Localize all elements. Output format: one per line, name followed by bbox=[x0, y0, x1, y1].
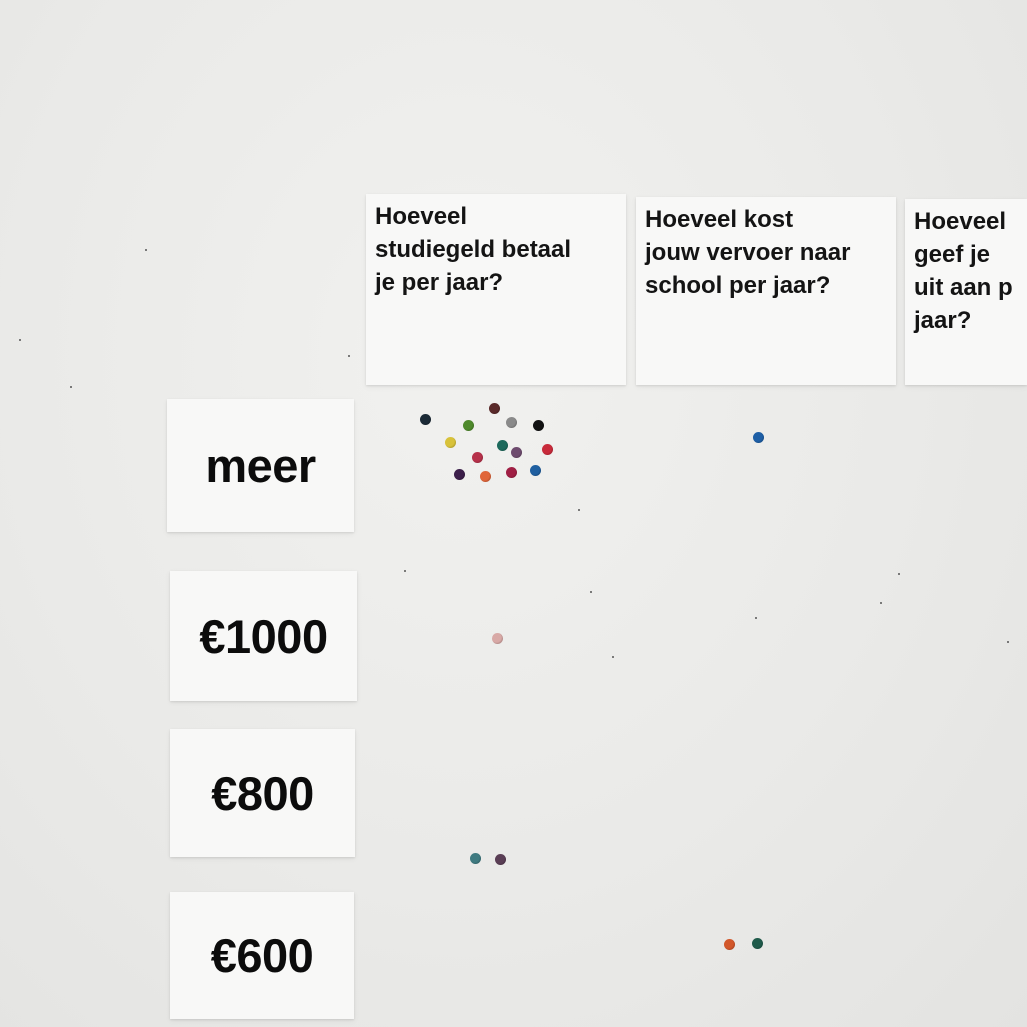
wall-speck bbox=[1007, 641, 1009, 643]
wall-speck bbox=[755, 617, 757, 619]
vote-dot bbox=[419, 413, 431, 425]
wall-speck bbox=[348, 355, 350, 357]
question-text: Hoeveel geef je uit aan p jaar? bbox=[914, 208, 1013, 334]
question-text: Hoeveel studiegeld betaal je per jaar? bbox=[375, 203, 572, 296]
question-card-transport: Hoeveel kost jouw vervoer naar school pe… bbox=[636, 197, 896, 385]
row-card-600: €600 bbox=[170, 892, 354, 1019]
vote-dot bbox=[462, 419, 474, 431]
question-text: Hoeveel kost jouw vervoer naar school pe… bbox=[645, 206, 851, 299]
wall-speck bbox=[70, 386, 72, 388]
row-label: meer bbox=[205, 439, 316, 492]
row-card-meer: meer bbox=[167, 399, 354, 532]
vote-dot bbox=[444, 436, 456, 448]
wall-speck bbox=[880, 602, 882, 604]
vote-dot bbox=[491, 632, 503, 644]
wall-speck bbox=[578, 509, 580, 511]
question-card-partial: Hoeveel geef je uit aan p jaar? bbox=[905, 199, 1027, 385]
vote-dot bbox=[505, 416, 517, 428]
vote-dot bbox=[751, 937, 763, 949]
vote-dot bbox=[469, 852, 481, 864]
row-label: €600 bbox=[210, 929, 314, 982]
vote-dot bbox=[453, 468, 465, 480]
wall-speck bbox=[19, 339, 21, 341]
vote-dot bbox=[488, 402, 500, 414]
vote-dot bbox=[496, 439, 508, 451]
wall-speck bbox=[612, 656, 614, 658]
vote-dot bbox=[479, 470, 491, 482]
row-label: €800 bbox=[211, 766, 314, 820]
wall-speck bbox=[404, 570, 406, 572]
vote-dot bbox=[471, 451, 483, 463]
vote-dot bbox=[723, 938, 735, 950]
vote-dot bbox=[752, 431, 764, 443]
vote-dot bbox=[532, 419, 544, 431]
vote-dot bbox=[494, 853, 506, 865]
row-card-1000: €1000 bbox=[170, 571, 357, 701]
row-label: €1000 bbox=[199, 609, 328, 663]
vote-dot bbox=[529, 464, 541, 476]
wall-speck bbox=[590, 591, 592, 593]
wall-speck bbox=[898, 573, 900, 575]
vote-dot bbox=[505, 466, 517, 478]
row-card-800: €800 bbox=[170, 729, 355, 857]
wall-speck bbox=[145, 249, 147, 251]
vote-dot bbox=[510, 446, 522, 458]
question-card-tuition: Hoeveel studiegeld betaal je per jaar? bbox=[366, 194, 626, 385]
vote-dot bbox=[541, 443, 553, 455]
